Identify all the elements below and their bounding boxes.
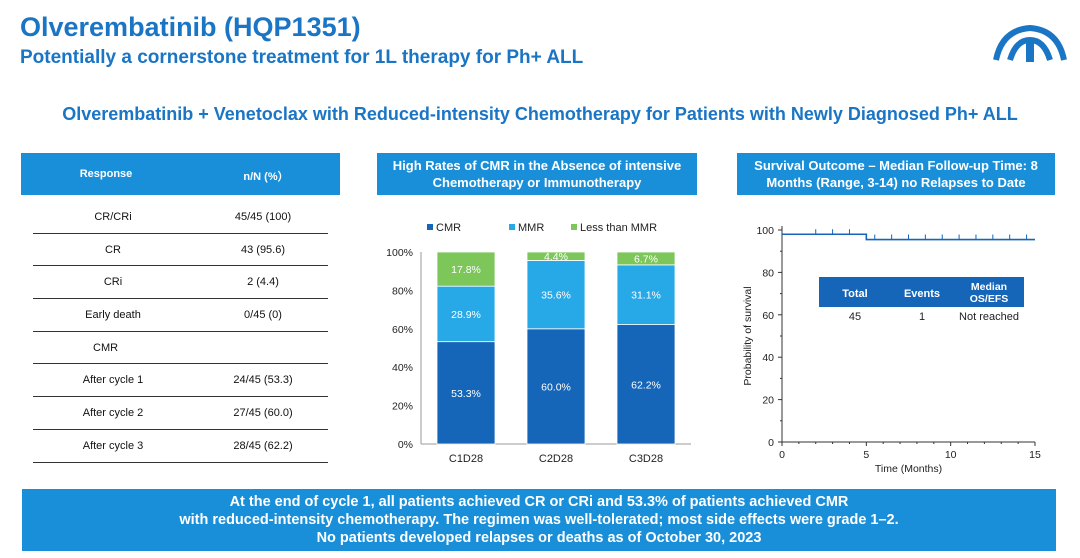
bar-segment xyxy=(526,251,586,261)
row-label: After cycle 3 xyxy=(82,439,144,452)
y-tick-label: 0 xyxy=(768,437,774,449)
row-value: 0/45 (0) xyxy=(244,309,282,322)
x-tick-label: C2D28 xyxy=(539,453,573,465)
bar-segment xyxy=(526,260,586,330)
y-axis-label: Probability of survival xyxy=(742,286,754,385)
slide-headline: Olverembatinib + Venetoclax with Reduced… xyxy=(62,104,1018,124)
row-value: 24/45 (53.3) xyxy=(233,374,293,387)
banner-line-3: No patients developed relapses or deaths… xyxy=(316,530,762,546)
inset-header-median: Median xyxy=(971,281,1007,293)
survival-chart-title: Survival Outcome – Median Follow-up Time… xyxy=(737,153,1055,195)
y-tick-label: 60% xyxy=(392,324,413,336)
table-row: After cycle 3 28/45 (62.2) xyxy=(33,430,328,463)
inset-header-events: Events xyxy=(904,288,940,300)
bar-value-label: 60.0% xyxy=(541,381,571,393)
bar-value-label: 17.8% xyxy=(451,264,481,276)
y-tick-label: 100 xyxy=(756,225,774,237)
row-value: 43 (95.6) xyxy=(240,243,286,256)
response-table-header: Response n/N (%） xyxy=(21,153,340,195)
row-value: 27/45 (60.0) xyxy=(233,407,293,420)
x-tick-label: 5 xyxy=(863,449,869,461)
y-tick-label: 20% xyxy=(392,401,413,413)
legend-swatch xyxy=(571,224,577,230)
legend-label: MMR xyxy=(518,222,544,234)
row-label: CR xyxy=(105,243,121,256)
y-tick-label: 40 xyxy=(762,352,774,364)
bar-value-label: 35.6% xyxy=(541,290,571,302)
y-tick-label: 80 xyxy=(762,267,774,279)
legend-label: Less than MMR xyxy=(580,222,657,234)
bar-value-label: 62.2% xyxy=(631,379,661,391)
table-row: After cycle 2 27/45 (60.0) xyxy=(33,397,328,430)
bar-segment xyxy=(616,251,676,266)
x-tick-label: 15 xyxy=(1029,449,1041,461)
bar-segment xyxy=(436,251,496,287)
bar-value-label: 6.7% xyxy=(634,253,658,265)
inset-value: Not reached xyxy=(959,311,1019,323)
y-tick-label: 100% xyxy=(386,247,413,259)
response-table: CR/CRi 45/45 (100) CR 43 (95.6) CRi 2 (4.4)… xyxy=(33,201,328,463)
table-row: After cycle 1 24/45 (53.3) xyxy=(33,364,328,398)
cmr-chart-title: High Rates of CMR in the Absence of inte… xyxy=(377,153,697,195)
col-response: Response xyxy=(79,168,133,180)
bar-value-label: 28.9% xyxy=(451,309,481,321)
inset-header-os-efs: OS/EFS xyxy=(970,293,1009,305)
cmr-stacked-bar-chart: CMR MMR Less than MMR 0% 20% 40% 60% 80% 100% 53.… xyxy=(386,222,691,465)
x-tick-label: 10 xyxy=(945,449,957,461)
y-tick-label: 20 xyxy=(762,395,774,407)
bar-segment xyxy=(616,324,676,445)
x-tick-label: 0 xyxy=(779,449,785,461)
x-tick-label: C3D28 xyxy=(629,453,663,465)
y-tick-label: 60 xyxy=(762,310,774,322)
x-axis-label: Time (Months) xyxy=(875,463,942,475)
table-row: Early death 0/45 (0) xyxy=(33,299,328,332)
page-subtitle: Potentially a cornerstone treatment for … xyxy=(20,47,584,68)
row-value: 2 (4.4) xyxy=(247,276,279,289)
legend-swatch xyxy=(509,224,515,230)
row-label: CR/CRi xyxy=(94,211,132,223)
survival-curve xyxy=(782,233,1035,241)
row-label: After cycle 2 xyxy=(82,407,144,420)
bar-segment xyxy=(526,328,586,445)
row-value: 28/45 (62.2) xyxy=(233,439,293,452)
legend-swatch xyxy=(427,224,433,230)
bar-value-label: 31.1% xyxy=(631,290,661,302)
survival-km-chart: 0 20 40 60 80 100 0 5 10 15 Time (Months) Probabili… xyxy=(742,225,1041,475)
summary-banner: At the end of cycle 1, all patients achi… xyxy=(22,489,1056,551)
bar-value-label: 53.3% xyxy=(451,388,481,400)
row-label: Early death xyxy=(85,309,141,322)
inset-table-header xyxy=(819,277,1024,307)
banner-line-2: with reduced-intensity chemotherapy. The… xyxy=(179,512,899,528)
banner-line-1: At the end of cycle 1, all patients achi… xyxy=(229,494,849,510)
x-tick-label: C1D28 xyxy=(449,453,483,465)
inset-value: 1 xyxy=(919,311,925,323)
col-n: n/N (%） xyxy=(243,171,289,183)
table-row: CMR xyxy=(33,332,328,365)
row-label: CMR xyxy=(93,341,119,354)
inset-value: 45 xyxy=(849,311,861,323)
row-label: After cycle 1 xyxy=(82,374,144,387)
table-row: CR/CRi 45/45 (100) xyxy=(33,201,328,234)
table-row: CRi 2 (4.4) xyxy=(33,266,328,300)
row-label: CRi xyxy=(103,276,123,289)
row-value: 45/45 (100) xyxy=(234,211,292,223)
y-tick-label: 80% xyxy=(392,285,413,297)
bar-segment xyxy=(436,341,496,445)
y-tick-label: 0% xyxy=(398,439,413,451)
y-tick-label: 40% xyxy=(392,362,413,374)
company-logo xyxy=(993,24,1067,62)
bar-value-label: 4.4% xyxy=(544,251,568,263)
page-title: Olverembatinib (HQP1351) xyxy=(20,12,361,42)
table-row: CR 43 (95.6) xyxy=(33,234,328,267)
legend-label: CMR xyxy=(436,222,461,234)
inset-header-total: Total xyxy=(842,288,867,300)
